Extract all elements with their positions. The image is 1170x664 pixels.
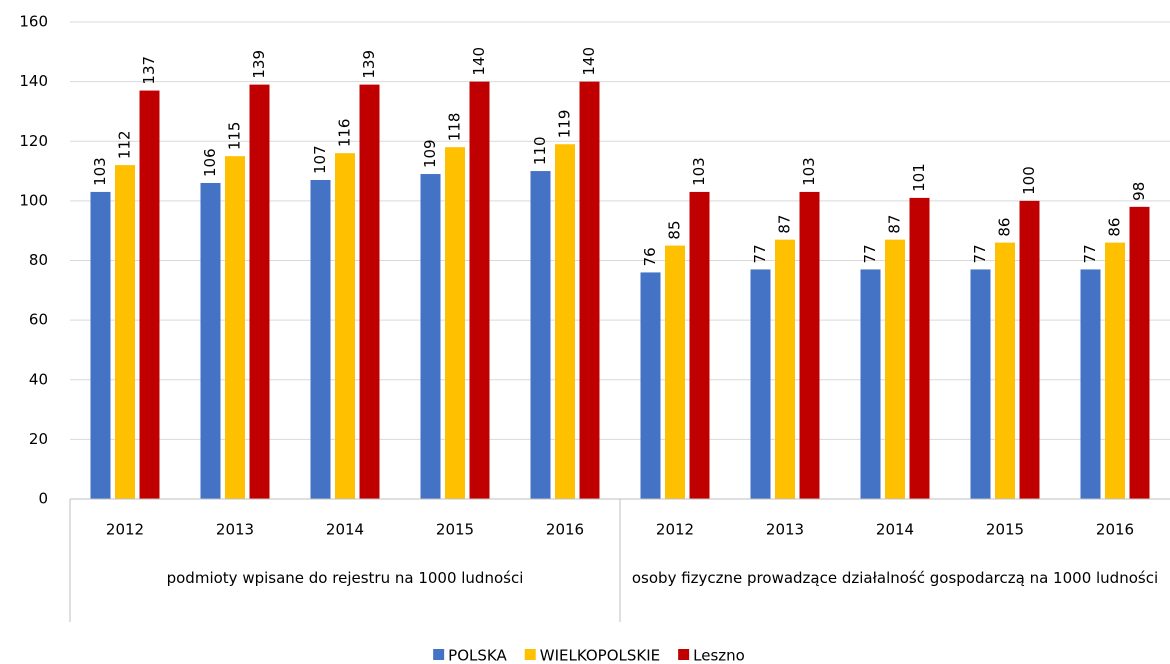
- bar: [860, 269, 881, 499]
- data-label: 110: [531, 136, 549, 165]
- data-label: 103: [690, 157, 708, 186]
- bar: [579, 81, 600, 499]
- bar: [469, 81, 490, 499]
- data-label: 140: [580, 47, 598, 76]
- data-label: 100: [1020, 166, 1038, 195]
- bar: [359, 84, 380, 499]
- bar: [640, 272, 661, 499]
- bar: [995, 242, 1015, 500]
- data-label: 103: [91, 157, 109, 186]
- y-tick-label: 140: [19, 72, 48, 90]
- bar: [775, 239, 795, 499]
- bar: [689, 191, 710, 499]
- x-tick-label: 2012: [106, 521, 144, 539]
- data-label: 103: [800, 157, 818, 186]
- bar: [1105, 242, 1125, 500]
- data-label: 101: [910, 163, 928, 192]
- y-tick-label: 80: [29, 251, 48, 269]
- y-tick-label: 120: [19, 132, 48, 150]
- bar: [750, 269, 771, 499]
- legend-label: WIELKOPOLSKIE: [540, 647, 660, 664]
- x-tick-label: 2014: [326, 521, 364, 539]
- data-label: 119: [556, 110, 574, 139]
- bar: [909, 197, 930, 500]
- data-label: 115: [226, 122, 244, 151]
- data-label: 139: [250, 50, 268, 79]
- bar: [225, 156, 245, 499]
- x-tick-label: 2015: [986, 521, 1024, 539]
- bar: [555, 144, 575, 499]
- bar: [139, 90, 160, 499]
- data-label: 77: [1081, 244, 1099, 263]
- bar: [335, 153, 355, 500]
- data-label: 76: [641, 247, 659, 266]
- x-tick-label: 2013: [216, 521, 254, 539]
- data-label: 140: [470, 47, 488, 76]
- data-label: 87: [776, 215, 794, 234]
- data-label: 77: [861, 244, 879, 263]
- data-label: 109: [421, 139, 439, 168]
- bar: [799, 191, 820, 499]
- bar: [530, 171, 551, 499]
- data-label: 137: [140, 56, 158, 85]
- legend-label: POLSKA: [448, 647, 507, 664]
- legend-swatch: [433, 649, 445, 660]
- data-label: 118: [446, 113, 464, 142]
- data-label: 86: [1106, 218, 1124, 237]
- bar: [970, 269, 991, 499]
- bar: [420, 174, 441, 499]
- data-label: 112: [116, 130, 134, 159]
- data-label: 98: [1130, 182, 1148, 201]
- data-label: 77: [751, 244, 769, 263]
- data-label: 86: [996, 218, 1014, 237]
- y-tick-label: 0: [38, 490, 48, 508]
- x-tick-label: 2014: [876, 521, 914, 539]
- bar: [1080, 269, 1101, 499]
- y-tick-label: 60: [29, 311, 48, 329]
- x-tick-label: 2013: [766, 521, 804, 539]
- x-tick-label: 2015: [436, 521, 474, 539]
- y-tick-label: 100: [19, 191, 48, 209]
- x-tick-label: 2016: [1096, 521, 1134, 539]
- bar: [249, 84, 270, 499]
- bar: [665, 245, 685, 499]
- y-tick-label: 40: [29, 370, 48, 388]
- data-label: 139: [360, 50, 378, 79]
- bar: [445, 147, 465, 499]
- x-tick-label: 2012: [656, 521, 694, 539]
- group-label: osoby fizyczne prowadzące działalność go…: [631, 569, 1159, 587]
- bar: [1019, 200, 1040, 499]
- bar: [200, 182, 221, 500]
- data-label: 87: [886, 215, 904, 234]
- legend-label: Leszno: [693, 647, 745, 664]
- data-label: 106: [201, 148, 219, 177]
- data-label: 116: [336, 119, 354, 148]
- bar: [90, 191, 111, 499]
- x-tick-label: 2016: [546, 521, 584, 539]
- data-label: 85: [666, 221, 684, 240]
- bar: [115, 165, 135, 499]
- group-label: podmioty wpisane do rejestru na 1000 lud…: [166, 569, 524, 587]
- bar: [310, 180, 331, 499]
- y-tick-label: 20: [29, 430, 48, 448]
- y-tick-label: 160: [19, 13, 48, 31]
- data-label: 107: [311, 145, 329, 174]
- bar: [1129, 206, 1150, 499]
- legend-swatch: [524, 649, 536, 660]
- legend-swatch: [678, 649, 690, 660]
- data-label: 77: [971, 244, 989, 263]
- bar: [885, 239, 905, 499]
